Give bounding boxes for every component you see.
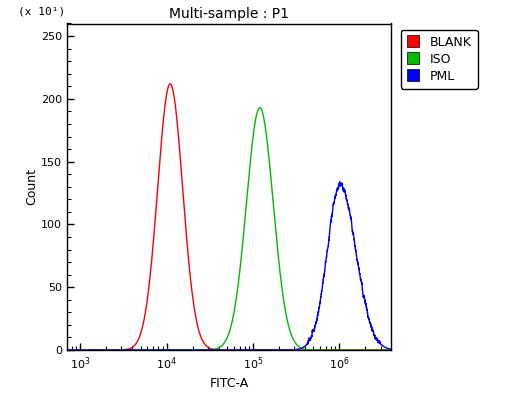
Legend: BLANK, ISO, PML: BLANK, ISO, PML [401,30,478,89]
X-axis label: FITC-A: FITC-A [210,377,249,390]
Title: Multi-sample : P1: Multi-sample : P1 [169,7,289,21]
Y-axis label: Count: Count [25,168,38,205]
Text: (x 10¹): (x 10¹) [18,7,65,17]
